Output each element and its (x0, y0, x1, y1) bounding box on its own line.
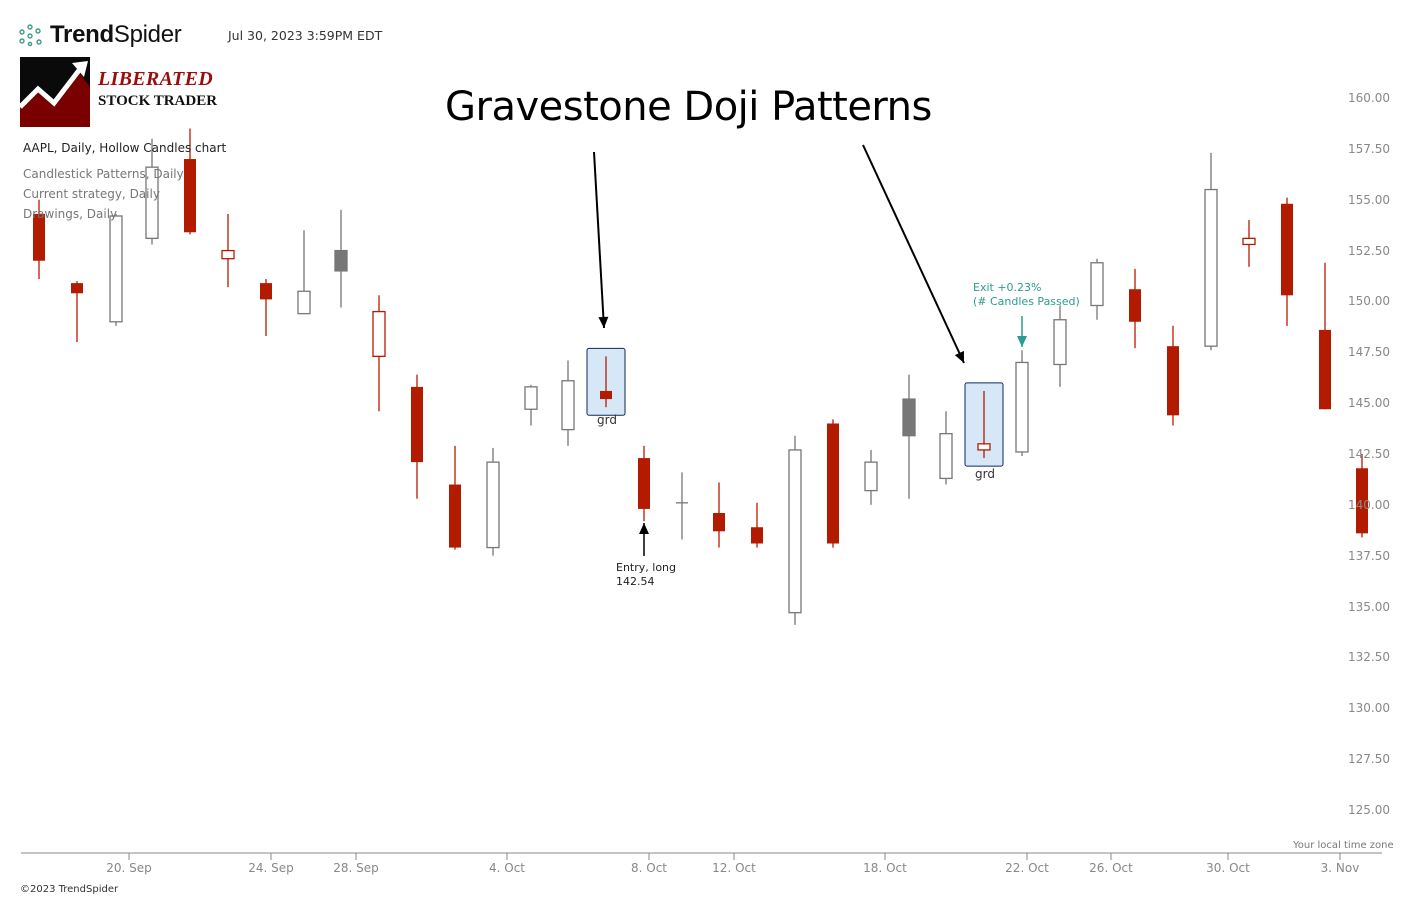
entry-price: 142.54 (616, 575, 655, 588)
candle[interactable] (486, 447, 500, 556)
candle[interactable] (1204, 152, 1218, 351)
y-tick-label: 145.00 (1348, 396, 1390, 411)
x-tick-label: 22. Oct (1005, 861, 1049, 875)
y-tick-label: 157.50 (1348, 141, 1390, 156)
title-arrow-2-head (954, 350, 964, 363)
copyright: ©2023 TrendSpider (20, 884, 119, 895)
timestamp: Jul 30, 2023 3:59PM EDT (228, 28, 383, 43)
title-arrow-2 (862, 144, 965, 364)
candle[interactable] (1090, 258, 1104, 320)
candle[interactable] (902, 374, 916, 499)
liberated-stock-trader-logo-icon (20, 57, 90, 127)
y-tick-label: 130.00 (1348, 701, 1390, 716)
candle[interactable] (864, 449, 878, 505)
y-tick-label: 135.00 (1348, 599, 1390, 614)
y-tick-label: 125.00 (1348, 803, 1390, 817)
candle[interactable] (372, 295, 386, 412)
y-tick-label: 127.50 (1348, 752, 1390, 767)
x-tick-label: 8. Oct (630, 861, 668, 875)
candle[interactable] (184, 128, 196, 235)
pattern-label-grd: grd (975, 467, 995, 481)
brand-name-bold: Trend (50, 21, 114, 48)
y-tick-label: 137.50 (1348, 548, 1390, 563)
brand-name-regular: Spider (113, 21, 182, 48)
candle[interactable] (449, 445, 461, 550)
candle[interactable] (33, 199, 45, 280)
x-tick-label: 12. Oct (712, 861, 756, 875)
candle[interactable] (1356, 454, 1368, 538)
candle[interactable] (1053, 305, 1067, 387)
candle[interactable] (561, 360, 575, 446)
y-tick-label: 150.00 (1348, 294, 1390, 309)
candle[interactable] (109, 213, 123, 326)
title-arrow-1 (593, 151, 605, 329)
chart-title-annotation: Gravestone Doji Patterns (445, 84, 932, 130)
y-tick-label: 140.00 (1348, 497, 1390, 512)
candle[interactable] (411, 374, 423, 499)
candle[interactable] (221, 213, 235, 288)
x-tick-label: 24. Sep (248, 861, 294, 875)
partner-logo-line2: STOCK TRADER (98, 93, 218, 109)
candle[interactable] (297, 230, 311, 315)
candle[interactable] (676, 472, 688, 540)
x-tick-label: 26. Oct (1089, 861, 1133, 875)
pattern-label-grd: grd (597, 413, 617, 427)
spider-logo-icon (19, 24, 42, 47)
candle[interactable] (1319, 262, 1331, 410)
x-tick-label: 4. Oct (488, 861, 526, 875)
candle[interactable] (600, 356, 612, 408)
exit-sublabel: (# Candles Passed) (973, 295, 1080, 308)
y-tick-label: 155.00 (1348, 192, 1390, 207)
y-tick-label: 152.50 (1348, 243, 1390, 258)
candle[interactable] (827, 419, 839, 548)
trendspider-logo: TrendSpider (18, 20, 182, 50)
entry-label: Entry, long (616, 561, 677, 574)
x-tick-label: 28. Sep (333, 861, 379, 875)
partner-logo-line1: LIBERATED (98, 68, 213, 90)
chart-legend-main[interactable]: AAPL, Daily, Hollow Candles chart (23, 141, 227, 155)
y-tick-label: 147.50 (1348, 345, 1390, 360)
candle[interactable] (638, 445, 650, 522)
candle[interactable] (1015, 350, 1029, 457)
candle[interactable] (939, 411, 953, 485)
y-tick-label: 142.50 (1348, 447, 1390, 461)
x-tick-label: 3. Nov (1320, 861, 1360, 875)
timezone-note[interactable]: Your local time zone (1293, 840, 1394, 851)
candle[interactable] (334, 209, 348, 308)
candle[interactable] (1242, 220, 1256, 267)
candle[interactable] (1167, 325, 1179, 426)
x-tick-label: 20. Sep (106, 861, 152, 875)
exit-arrow-icon-head (1017, 336, 1027, 347)
candle[interactable] (524, 384, 538, 426)
candle[interactable] (71, 281, 83, 343)
title-arrow-1-head (598, 316, 609, 328)
candle[interactable] (145, 138, 159, 245)
candle[interactable] (977, 390, 991, 459)
x-tick-label: 18. Oct (863, 861, 907, 875)
legend-item-candlestick-patterns[interactable]: Candlestick Patterns, Daily (23, 167, 184, 181)
entry-arrow-icon-head (639, 523, 649, 534)
y-tick-label: 132.50 (1348, 650, 1390, 665)
legend-item-drawings[interactable]: Drawings, Daily (23, 207, 118, 221)
candle[interactable] (1281, 197, 1293, 326)
exit-label: Exit +0.23% (973, 281, 1042, 294)
candle[interactable] (713, 482, 725, 548)
candle[interactable] (751, 502, 763, 548)
y-tick-label: 160.00 (1348, 91, 1390, 105)
candle[interactable] (788, 435, 802, 625)
candle[interactable] (1129, 268, 1141, 349)
candle[interactable] (260, 279, 272, 337)
legend-item-current-strategy[interactable]: Current strategy, Daily (23, 187, 160, 201)
x-tick-label: 30. Oct (1206, 861, 1250, 875)
